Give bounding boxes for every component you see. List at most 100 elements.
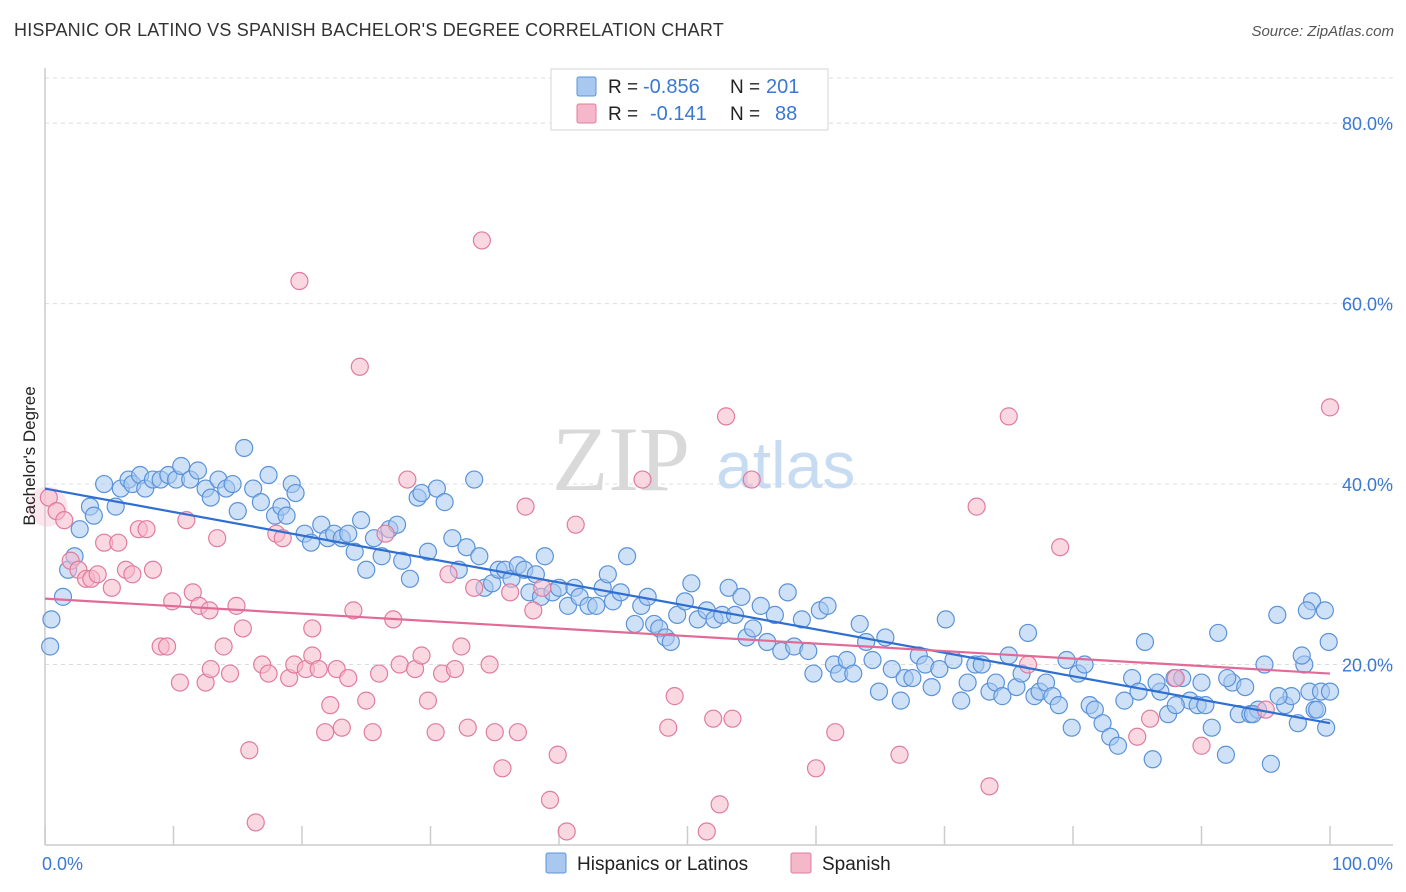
stats-n-value-spanish: 88 [775, 103, 797, 125]
data-point [799, 641, 818, 661]
data-point [697, 822, 716, 841]
data-point [457, 538, 476, 557]
data-point [1315, 601, 1334, 620]
data-point [1236, 677, 1255, 697]
data-point [743, 619, 763, 638]
data-point [1128, 727, 1147, 746]
watermark: ZIP atlas [552, 408, 855, 510]
data-point [1261, 754, 1280, 773]
data-point [716, 407, 736, 426]
data-point [682, 574, 701, 593]
data-point [1140, 709, 1160, 728]
data-point [251, 493, 270, 512]
data-point [804, 664, 823, 683]
data-point [1192, 736, 1211, 755]
data-point [967, 497, 986, 516]
data-point [732, 587, 751, 606]
data-point [357, 691, 376, 710]
data-point [273, 529, 292, 548]
data-point [792, 610, 811, 629]
stats-legend: R = -0.856 N = 201 R = -0.141 N = 88 [550, 68, 829, 131]
data-point [321, 696, 340, 715]
data-point [137, 520, 156, 539]
data-point [246, 813, 265, 832]
data-point [493, 759, 512, 778]
data-point [70, 520, 89, 539]
y-tick-label: 80.0% [1342, 114, 1393, 134]
stats-n-label-spanish: N = [730, 104, 760, 125]
data-point [1308, 700, 1327, 719]
data-point [55, 511, 74, 530]
data-point [188, 461, 208, 480]
data-point [42, 610, 61, 629]
data-point [751, 596, 770, 615]
data-point [524, 601, 543, 620]
data-point [427, 479, 447, 498]
data-point [1292, 646, 1311, 665]
data-point [290, 271, 309, 291]
x-tick-label: 0.0% [42, 854, 83, 874]
data-point [1143, 750, 1162, 769]
series-legend: Hispanics or Latinos Spanish [545, 852, 891, 875]
data-point [1057, 650, 1076, 670]
data-point [633, 470, 652, 489]
data-point [418, 691, 438, 710]
data-point [452, 637, 471, 656]
legend-swatch-hispanic [545, 852, 567, 874]
y-tick-label: 20.0% [1342, 656, 1393, 676]
data-point [370, 664, 389, 683]
data-point [742, 470, 761, 489]
data-point [1108, 736, 1128, 755]
data-point [465, 578, 484, 597]
data-point [102, 578, 121, 597]
data-point [88, 565, 107, 584]
data-point [485, 723, 504, 742]
y-tick-labels: 20.0% 40.0% 60.0% 80.0% [1342, 114, 1393, 675]
data-point [435, 493, 454, 512]
data-point [863, 650, 882, 670]
data-point [350, 357, 369, 376]
data-point [84, 506, 103, 525]
stats-r-label-spanish: R = [608, 104, 638, 125]
legend-swatch-spanish [790, 852, 812, 874]
data-point [412, 483, 431, 503]
data-point [533, 578, 552, 597]
data-point [540, 790, 560, 809]
data-point [123, 565, 142, 584]
data-point [41, 637, 60, 656]
data-point [1093, 714, 1112, 733]
data-point [277, 506, 296, 525]
stats-r-value-spanish: -0.141 [650, 103, 707, 125]
data-point [1317, 718, 1336, 737]
legend-label-spanish: Spanish [822, 854, 891, 875]
data-point [890, 745, 909, 764]
data-point [1320, 398, 1340, 417]
data-point [723, 709, 742, 728]
data-point [1018, 655, 1038, 674]
data-point [516, 497, 535, 516]
data-point [235, 438, 254, 458]
y-tick-label: 60.0% [1342, 295, 1393, 315]
data-point [850, 614, 869, 634]
data-point [1209, 623, 1228, 643]
data-point [339, 524, 358, 543]
data-point [53, 587, 73, 606]
data-point [587, 596, 606, 615]
data-point [443, 529, 462, 548]
data-point [244, 479, 263, 498]
data-point [363, 723, 382, 742]
data-point [1319, 632, 1338, 652]
data-point [1135, 632, 1155, 652]
data-point [352, 511, 371, 530]
data-point [240, 741, 259, 760]
data-point [903, 668, 922, 688]
data-point [993, 687, 1012, 706]
data-point [952, 691, 971, 710]
data-point [1166, 696, 1185, 715]
data-point [445, 659, 465, 679]
data-point [598, 565, 617, 584]
data-point [372, 547, 391, 566]
stats-n-label-hispanic: N = [730, 77, 760, 98]
data-point [1085, 700, 1104, 719]
